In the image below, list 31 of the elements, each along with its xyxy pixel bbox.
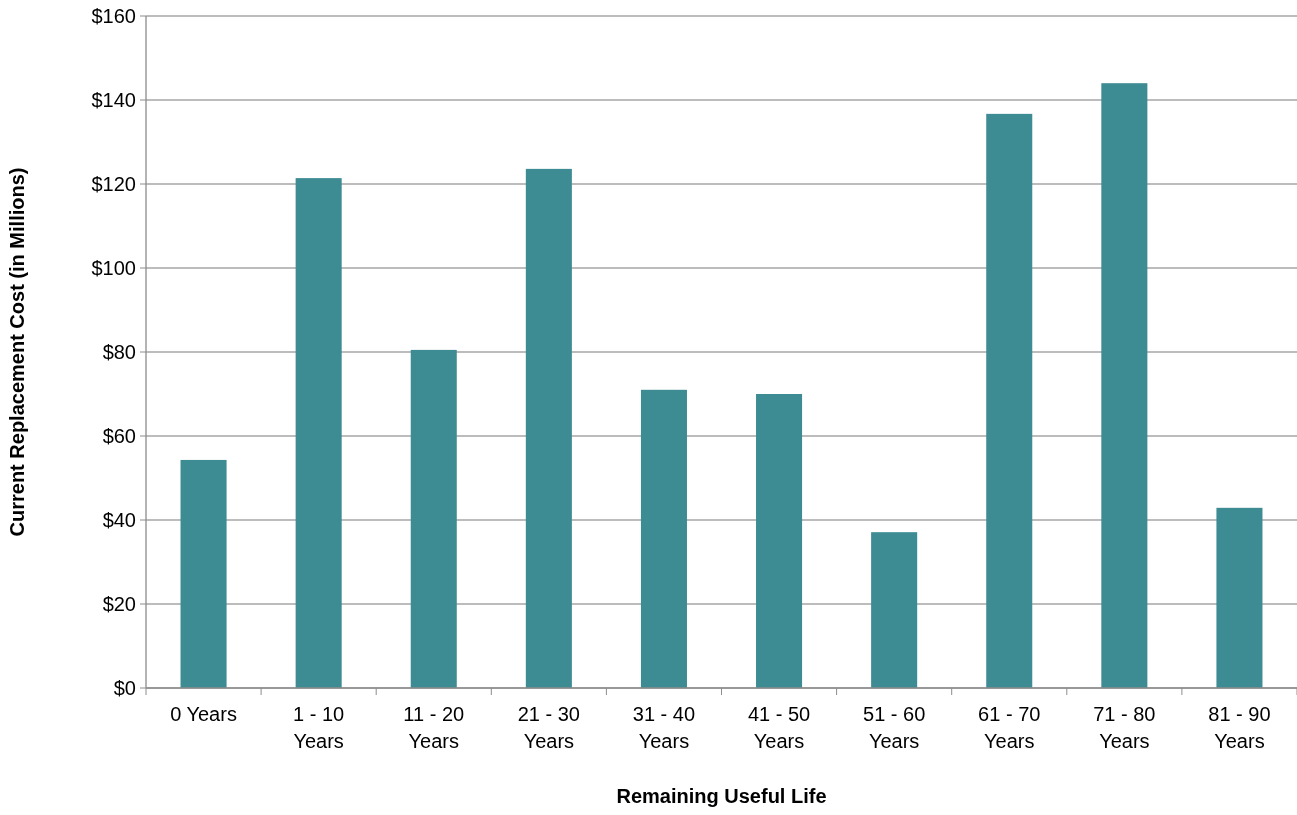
x-tick-label: 1 - 10 Years (293, 703, 345, 752)
bar (986, 113, 1033, 688)
x-tick-label: 21 - 30 Years (517, 703, 580, 752)
y-axis-title: Current Replacement Cost (in Millions) (6, 167, 28, 537)
bar (1101, 83, 1148, 688)
y-tick-label: $20 (102, 593, 136, 615)
x-tick-label: 0 Years (170, 703, 237, 725)
bar (871, 532, 918, 688)
bar (180, 459, 227, 688)
bar (640, 389, 687, 688)
y-tick-label: $0 (113, 677, 136, 699)
y-tick-label: $140 (91, 89, 136, 111)
y-tick-label: $120 (91, 173, 136, 195)
bar (1216, 507, 1263, 688)
y-tick-label: $160 (91, 5, 136, 27)
x-tick-label: 81 - 90 Years (1208, 703, 1271, 752)
x-tick-label: 71 - 80 Years (1093, 703, 1156, 752)
x-axis-title: Remaining Useful Life (616, 785, 827, 807)
bar (295, 178, 342, 688)
x-tick-label: 31 - 40 Years (632, 703, 696, 752)
y-tick-label: $60 (102, 425, 136, 447)
y-tick-label: $40 (102, 509, 136, 531)
bar (410, 349, 457, 688)
bar (525, 168, 572, 688)
y-tick-label: $80 (102, 341, 136, 363)
x-tick-label: 11 - 20 Years (403, 703, 465, 752)
bar (756, 394, 803, 688)
x-tick-label: 41 - 50 Years (747, 703, 811, 752)
y-tick-label: $100 (91, 257, 136, 279)
x-tick-label: 61 - 70 Years (978, 703, 1041, 752)
x-tick-label: 51 - 60 Years (863, 703, 926, 752)
